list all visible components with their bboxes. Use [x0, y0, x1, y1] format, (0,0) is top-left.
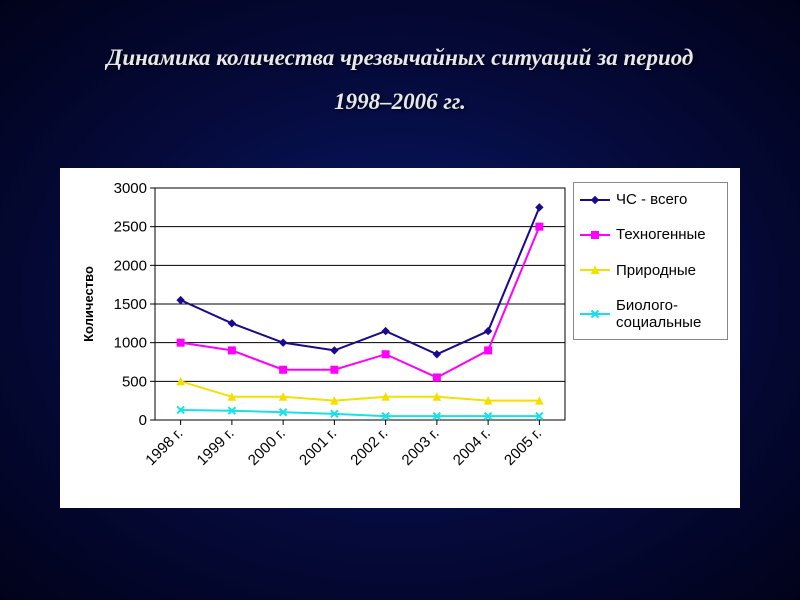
legend-swatch	[580, 307, 610, 321]
chart-container: 050010001500200025003000Количество1998 г…	[60, 168, 740, 508]
svg-text:1500: 1500	[114, 296, 147, 313]
legend-swatch	[580, 263, 610, 277]
legend-swatch	[580, 228, 610, 242]
title-line-2: 1998–2006 гг.	[334, 89, 466, 114]
legend-label: ЧС - всего	[616, 191, 687, 208]
svg-text:1000: 1000	[114, 335, 147, 352]
legend-item: Техногенные	[580, 226, 721, 243]
legend-item: ЧС - всего	[580, 191, 721, 208]
slide: Динамика количества чрезвычайных ситуаци…	[0, 0, 800, 600]
chart-legend: ЧС - всего Техногенные Природные Биолого-со…	[573, 182, 728, 340]
svg-text:2000: 2000	[114, 257, 147, 274]
title-line-1: Динамика количества чрезвычайных ситуаци…	[107, 45, 694, 70]
svg-text:0: 0	[139, 412, 147, 429]
svg-text:3000: 3000	[114, 180, 147, 197]
legend-item: Биолого-социальные	[580, 297, 721, 332]
legend-label: Биолого-социальные	[616, 297, 701, 332]
svg-text:Количество: Количество	[81, 266, 96, 342]
svg-text:500: 500	[122, 373, 147, 390]
legend-label: Природные	[616, 262, 696, 279]
page-title: Динамика количества чрезвычайных ситуаци…	[48, 36, 752, 123]
svg-text:2500: 2500	[114, 219, 147, 236]
legend-item: Природные	[580, 262, 721, 279]
legend-swatch	[580, 193, 610, 207]
legend-label: Техногенные	[616, 226, 706, 243]
